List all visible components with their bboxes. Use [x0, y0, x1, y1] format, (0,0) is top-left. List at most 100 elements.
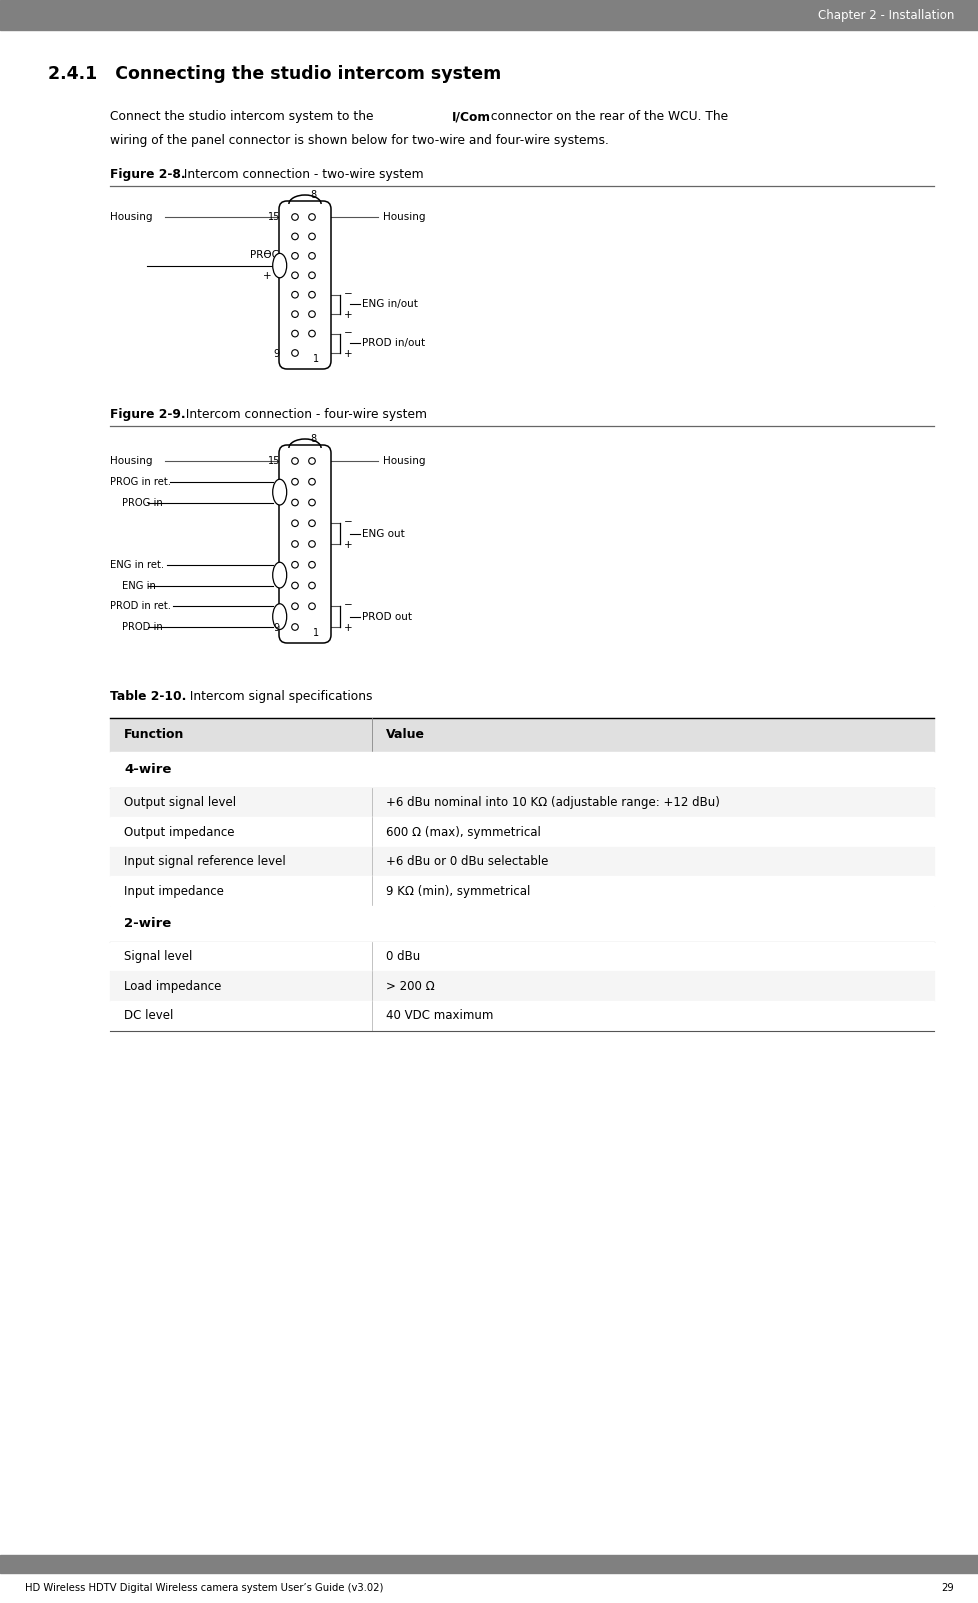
Bar [110, 906, 933, 943]
Circle shape [308, 292, 315, 298]
Ellipse shape [273, 563, 287, 588]
Text: 15: 15 [267, 212, 280, 221]
Bar [0, 1555, 978, 1573]
Text: PROG: PROG [249, 250, 279, 260]
Text: Figure 2-8.: Figure 2-8. [110, 168, 186, 181]
Circle shape [308, 582, 315, 588]
FancyBboxPatch shape [279, 200, 331, 369]
Text: PROD out: PROD out [362, 612, 412, 622]
Text: +6 dBu or 0 dBu selectable: +6 dBu or 0 dBu selectable [385, 856, 548, 869]
Text: +: + [343, 309, 352, 321]
Text: PROG in: PROG in [122, 497, 162, 508]
Bar [110, 718, 933, 752]
Circle shape [291, 458, 298, 465]
Text: HD Wireless HDTV Digital Wireless camera system User’s Guide (v3.02): HD Wireless HDTV Digital Wireless camera… [25, 1584, 383, 1593]
Text: 2-wire: 2-wire [124, 917, 171, 930]
Text: Load impedance: Load impedance [124, 979, 221, 992]
Text: +: + [343, 624, 352, 633]
Text: ENG out: ENG out [362, 529, 404, 539]
Text: Output signal level: Output signal level [124, 797, 236, 810]
Text: −: − [263, 248, 272, 258]
Circle shape [308, 253, 315, 260]
Text: Housing: Housing [382, 455, 425, 466]
Text: −: − [343, 327, 352, 338]
Ellipse shape [273, 479, 287, 505]
Circle shape [291, 499, 298, 507]
Text: > 200 Ω: > 200 Ω [385, 979, 434, 992]
Text: 15: 15 [267, 455, 280, 466]
Text: +6 dBu nominal into 10 KΩ (adjustable range: +12 dBu): +6 dBu nominal into 10 KΩ (adjustable ra… [385, 797, 719, 810]
Text: Output impedance: Output impedance [124, 826, 235, 838]
Text: Intercom connection - two-wire system: Intercom connection - two-wire system [176, 168, 423, 181]
Circle shape [291, 624, 298, 630]
Circle shape [291, 519, 298, 526]
Circle shape [308, 311, 315, 317]
Text: Intercom signal specifications: Intercom signal specifications [182, 689, 372, 704]
Text: PROD in: PROD in [122, 622, 162, 632]
Circle shape [291, 603, 298, 609]
Text: Function: Function [124, 728, 184, 742]
Text: Connect the studio intercom system to the: Connect the studio intercom system to th… [110, 111, 377, 123]
Bar [110, 1000, 933, 1031]
Text: +: + [343, 540, 352, 550]
Bar [110, 789, 933, 818]
Text: Housing: Housing [110, 455, 153, 466]
Text: 1: 1 [313, 354, 319, 364]
Circle shape [308, 561, 315, 567]
Text: 29: 29 [940, 1584, 953, 1593]
Circle shape [291, 232, 298, 240]
Text: +: + [263, 271, 272, 281]
Circle shape [291, 292, 298, 298]
Circle shape [291, 213, 298, 220]
FancyBboxPatch shape [279, 446, 331, 643]
Circle shape [291, 349, 298, 356]
Circle shape [308, 330, 315, 337]
Ellipse shape [273, 253, 287, 277]
Circle shape [308, 603, 315, 609]
Text: ENG in/out: ENG in/out [362, 300, 418, 309]
Circle shape [308, 273, 315, 279]
Text: PROG in ret.: PROG in ret. [110, 476, 171, 487]
Circle shape [291, 253, 298, 260]
Text: Input impedance: Input impedance [124, 885, 224, 898]
Circle shape [291, 540, 298, 547]
Text: 4-wire: 4-wire [124, 763, 171, 776]
Text: Intercom connection - four-wire system: Intercom connection - four-wire system [178, 409, 426, 422]
Text: +: + [343, 349, 352, 359]
Ellipse shape [273, 604, 287, 630]
Text: 8: 8 [310, 191, 316, 200]
Circle shape [291, 478, 298, 486]
Bar [110, 846, 933, 877]
Text: −: − [343, 600, 352, 611]
Text: 2.4.1   Connecting the studio intercom system: 2.4.1 Connecting the studio intercom sys… [48, 66, 501, 83]
Text: 1: 1 [313, 628, 319, 638]
Circle shape [308, 213, 315, 220]
Text: DC level: DC level [124, 1010, 173, 1023]
Text: 8: 8 [310, 434, 316, 444]
Text: Input signal reference level: Input signal reference level [124, 856, 286, 869]
Text: Housing: Housing [110, 212, 153, 221]
Circle shape [291, 273, 298, 279]
Circle shape [308, 499, 315, 507]
Circle shape [308, 540, 315, 547]
Text: 0 dBu: 0 dBu [385, 951, 420, 963]
Text: I/Com: I/Com [452, 111, 491, 123]
Text: PROD in ret.: PROD in ret. [110, 601, 171, 611]
Text: 9 KΩ (min), symmetrical: 9 KΩ (min), symmetrical [385, 885, 530, 898]
Text: Table 2-10.: Table 2-10. [110, 689, 186, 704]
Bar [0, 0, 978, 30]
Text: 600 Ω (max), symmetrical: 600 Ω (max), symmetrical [385, 826, 540, 838]
Circle shape [291, 561, 298, 567]
Text: −: − [343, 518, 352, 527]
Circle shape [308, 232, 315, 240]
Circle shape [291, 330, 298, 337]
Text: Housing: Housing [382, 212, 425, 221]
Bar [110, 971, 933, 1000]
Bar [110, 752, 933, 789]
Text: −: − [343, 289, 352, 298]
Circle shape [308, 458, 315, 465]
Text: Signal level: Signal level [124, 951, 193, 963]
Text: Value: Value [385, 728, 424, 742]
Circle shape [291, 311, 298, 317]
Text: 9: 9 [274, 349, 280, 359]
